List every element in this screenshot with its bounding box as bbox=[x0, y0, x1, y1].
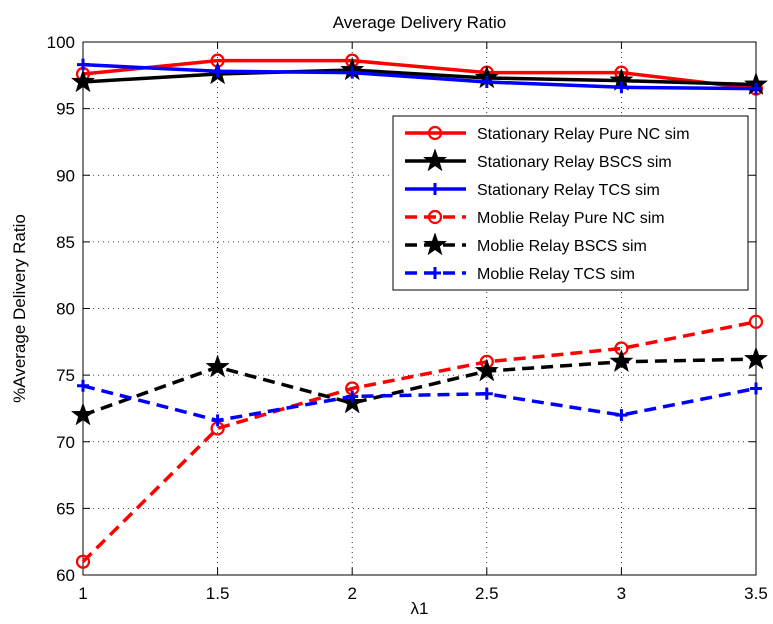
x-tick-label: 2 bbox=[347, 584, 356, 603]
data-point bbox=[750, 82, 762, 95]
data-point bbox=[750, 382, 762, 395]
series-group bbox=[70, 53, 769, 569]
legend-label: Stationary Relay TCS sim bbox=[477, 182, 660, 199]
data-point bbox=[615, 409, 628, 422]
legend-label: Moblie Relay Pure NC sim bbox=[477, 210, 665, 227]
legend-label: Stationary Relay BSCS sim bbox=[477, 154, 672, 171]
series-5 bbox=[70, 346, 769, 426]
y-tick-label: 70 bbox=[56, 433, 75, 452]
data-point bbox=[474, 358, 499, 382]
series-line bbox=[82, 384, 757, 423]
data-point bbox=[480, 75, 493, 88]
data-point bbox=[743, 346, 769, 370]
data-point bbox=[70, 69, 96, 93]
series-line bbox=[82, 68, 757, 87]
legend-marker bbox=[422, 232, 448, 256]
y-tick-label: 80 bbox=[56, 300, 75, 319]
legend-label: Moblie Relay BSCS sim bbox=[477, 238, 647, 255]
series-line bbox=[82, 62, 757, 91]
legend-entry: Stationary Relay Pure NC sim bbox=[405, 125, 690, 143]
x-tick-label: 3.5 bbox=[744, 584, 768, 603]
data-point bbox=[615, 81, 628, 94]
y-tick-label: 75 bbox=[56, 366, 75, 385]
data-point bbox=[211, 414, 224, 427]
x-tick-label: 1.5 bbox=[206, 584, 230, 603]
data-point bbox=[77, 379, 89, 392]
x-tick-label: 2.5 bbox=[475, 584, 499, 603]
legend-marker bbox=[429, 267, 441, 279]
series-line bbox=[82, 357, 757, 417]
series-line bbox=[82, 58, 757, 91]
legend-marker bbox=[427, 209, 443, 225]
data-point bbox=[346, 390, 359, 403]
y-tick-label: 85 bbox=[56, 233, 75, 252]
data-point bbox=[211, 65, 224, 78]
x-tick-label: 1 bbox=[78, 584, 87, 603]
y-tick-label: 60 bbox=[56, 566, 75, 585]
y-tick-label: 100 bbox=[47, 33, 75, 52]
legend-marker bbox=[422, 148, 448, 172]
legend-marker bbox=[429, 183, 441, 195]
legend-label: Moblie Relay TCS sim bbox=[477, 266, 635, 283]
data-point bbox=[77, 58, 89, 71]
legend-label: Stationary Relay Pure NC sim bbox=[477, 126, 690, 143]
series-line bbox=[81, 320, 757, 563]
legend-entry: Stationary Relay BSCS sim bbox=[405, 148, 672, 172]
chart-title: Average Delivery Ratio bbox=[333, 13, 507, 32]
y-tick-label: 95 bbox=[56, 100, 75, 119]
data-point bbox=[346, 66, 359, 79]
data-point bbox=[480, 387, 493, 400]
data-point bbox=[70, 402, 96, 426]
data-point bbox=[748, 314, 764, 329]
series-6 bbox=[77, 379, 762, 427]
y-axis-label: %Average Delivery Ratio bbox=[10, 214, 29, 403]
axis-ticks: 1 1.5 2 2.5 3 3.5 60 65 70 75 80 85 90 95 100 bbox=[47, 33, 768, 603]
legend-entry: Moblie Relay BSCS sim bbox=[405, 232, 647, 256]
legend-entry: Stationary Relay TCS sim bbox=[405, 182, 660, 199]
x-axis-label: λ1 bbox=[411, 599, 429, 618]
y-tick-label: 90 bbox=[56, 166, 75, 185]
series-3 bbox=[77, 58, 762, 95]
x-tick-label: 3 bbox=[617, 584, 626, 603]
data-point bbox=[205, 354, 230, 378]
y-tick-label: 65 bbox=[56, 499, 75, 518]
data-point bbox=[609, 349, 634, 373]
legend-marker bbox=[427, 125, 443, 141]
legend: Stationary Relay Pure NC sim Stationary R… bbox=[392, 115, 749, 291]
legend-entry: Moblie Relay Pure NC sim bbox=[405, 209, 665, 227]
legend-box bbox=[392, 115, 749, 291]
data-point bbox=[75, 554, 91, 569]
legend-entry: Moblie Relay TCS sim bbox=[405, 266, 635, 283]
